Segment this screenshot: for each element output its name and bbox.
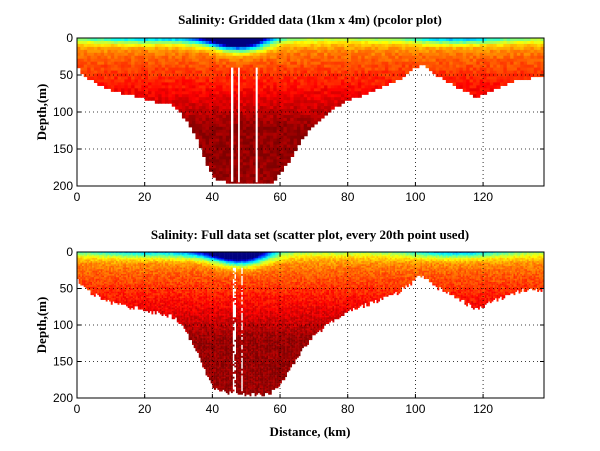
- pcolor-cell: [80, 70, 85, 75]
- pcolor-cell: [188, 123, 193, 128]
- pcolor-cell: [120, 91, 125, 95]
- x-tick-label: 120: [473, 190, 493, 204]
- pcolor-cell: [520, 76, 525, 81]
- y-tick-label: 150: [53, 142, 73, 156]
- pcolor-cell: [462, 88, 467, 92]
- pcolor-cell: [131, 91, 136, 95]
- pcolor-cell: [371, 88, 376, 92]
- data-gap: [230, 67, 234, 182]
- pcolor-cell: [273, 177, 278, 181]
- pcolor-cell: [296, 141, 301, 146]
- pcolor-cell: [456, 85, 460, 89]
- pcolor-cell: [114, 88, 119, 92]
- pcolor-cell: [496, 85, 501, 89]
- pcolor-cell: [280, 168, 285, 172]
- y-tick-label: 50: [60, 68, 74, 82]
- pcolor-cell: [87, 76, 92, 81]
- pcolor-cell: [422, 61, 427, 66]
- pcolor-cell: [290, 153, 295, 157]
- panel-0: 0 20 40 60 80 100 120 0 50 100 150 200: [53, 31, 545, 204]
- pcolor-cell: [513, 76, 518, 81]
- pcolor-cell: [503, 82, 508, 86]
- pcolor-cell: [212, 174, 217, 178]
- x-tick-label: 100: [405, 190, 425, 204]
- pcolor-cell: [303, 132, 308, 137]
- pcolor-cell: [445, 79, 450, 83]
- x-tick-label: 40: [206, 190, 220, 204]
- pcolor-cell: [354, 94, 359, 98]
- bottom-panel-xlabel: Distance, (km): [269, 424, 351, 439]
- x-tick-label: 60: [273, 190, 287, 204]
- pcolor-cell: [222, 177, 227, 181]
- pcolor-cell: [195, 135, 200, 140]
- pcolor-cell: [239, 180, 244, 184]
- bottom-panel-title: Salinity: Full data set (scatter plot, e…: [150, 227, 470, 242]
- pcolor-cell: [137, 94, 142, 98]
- x-tick-label: 20: [138, 190, 152, 204]
- pcolor-cell: [320, 114, 325, 119]
- pcolor-cell: [286, 159, 291, 163]
- x-tick-label: 0: [74, 190, 81, 204]
- pcolor-cell: [378, 85, 383, 89]
- pcolor-cell: [313, 120, 318, 125]
- pcolor-cells: [77, 38, 545, 184]
- x-tick-label: 80: [341, 190, 355, 204]
- pcolor-cell: [337, 103, 342, 107]
- y-tick-label: 0: [66, 31, 73, 45]
- pcolor-cell: [347, 97, 352, 101]
- pcolor-cell: [144, 97, 149, 101]
- pcolor-cell: [330, 106, 335, 110]
- y-tick-label: 100: [53, 105, 73, 119]
- bottom-panel-ylabel: Depth,(m): [34, 296, 49, 354]
- data-gap: [238, 67, 240, 183]
- pcolor-cell: [269, 180, 274, 184]
- pcolor-cell: [246, 180, 251, 184]
- pcolor-cell: [472, 94, 477, 98]
- data-gap: [255, 67, 258, 183]
- pcolor-cell: [428, 67, 433, 72]
- pcolor-cell: [293, 147, 298, 152]
- y-tick-label: 200: [53, 179, 73, 193]
- pcolor-cell: [205, 162, 210, 166]
- pcolor-cell: [405, 70, 410, 75]
- pcolor-cell: [97, 82, 102, 86]
- pcolor-cell: [154, 100, 159, 104]
- pcolor-cell: [263, 180, 268, 184]
- pcolor-cell: [161, 100, 166, 104]
- pcolor-cell: [486, 88, 491, 92]
- pcolor-cell: [364, 91, 369, 95]
- pcolor-cell: [388, 79, 393, 83]
- pcolor-cell: [395, 76, 400, 81]
- pcolor-cell: [171, 103, 176, 107]
- pcolor-cell: [104, 85, 109, 89]
